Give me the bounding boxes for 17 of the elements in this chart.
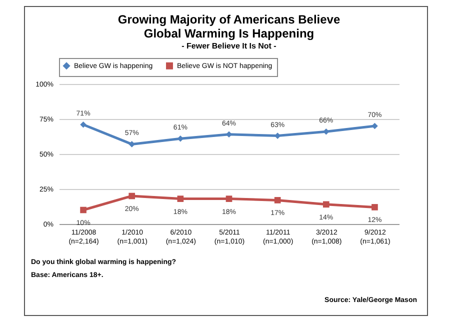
point — [322, 128, 330, 135]
point — [128, 141, 136, 148]
text: Growing Majority of Americans Believe — [118, 12, 340, 26]
point — [322, 201, 330, 208]
point — [372, 204, 378, 210]
text: Global Warming Is Happening — [144, 26, 314, 40]
point — [128, 192, 136, 200]
point — [177, 135, 184, 142]
point — [177, 196, 184, 202]
chart-subtitle: - Fewer Believe It Is Not - — [182, 42, 277, 50]
point — [274, 197, 281, 204]
point — [226, 196, 232, 202]
point — [274, 132, 281, 139]
point — [372, 122, 378, 130]
point — [80, 121, 86, 128]
point — [80, 206, 86, 214]
point — [226, 131, 232, 138]
